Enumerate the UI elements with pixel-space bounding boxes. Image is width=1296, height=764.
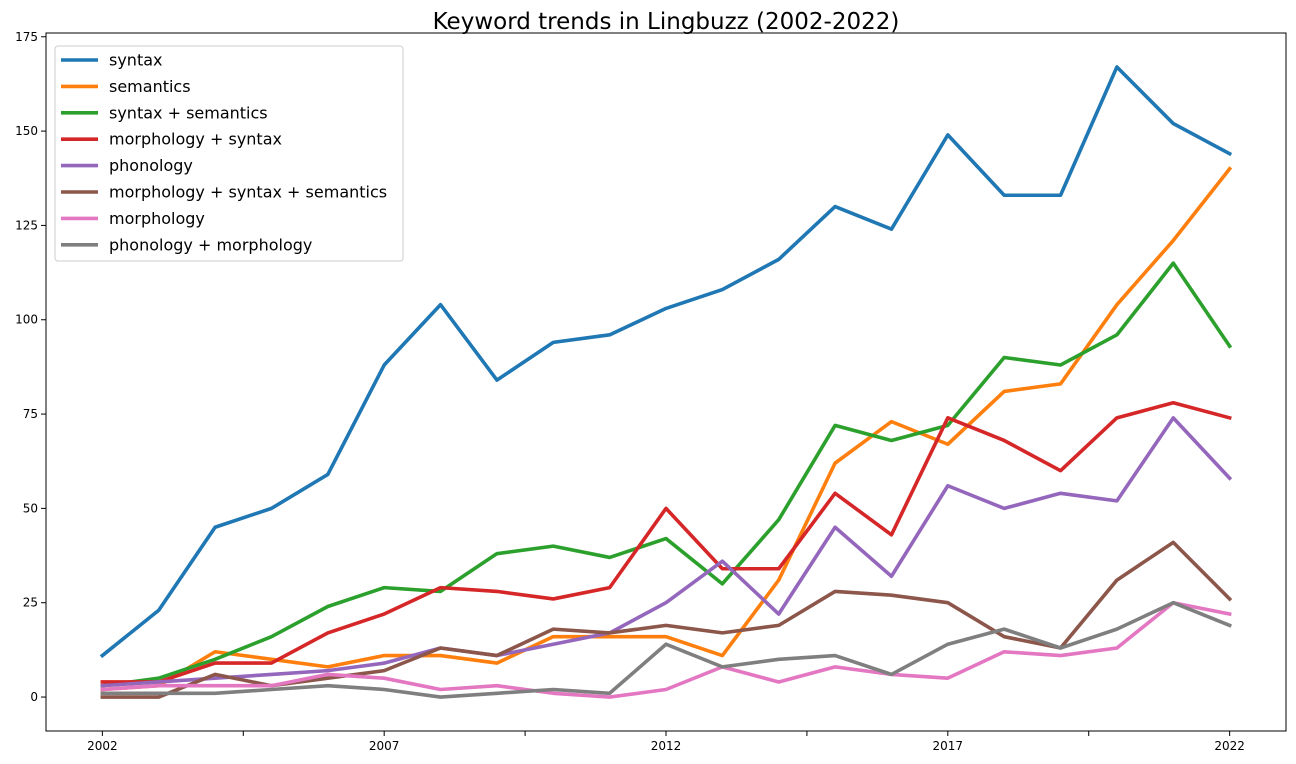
x-tick-label: 2022: [1214, 739, 1245, 753]
y-tick-label: 125: [15, 218, 38, 232]
x-tick-label: 2017: [933, 739, 964, 753]
y-tick-label: 75: [23, 407, 38, 421]
legend-label-morphology-syntax: morphology + syntax: [109, 130, 282, 149]
y-tick-label: 175: [15, 30, 38, 44]
series-layer: [99, 65, 1233, 699]
series-line-morphology: [100, 600, 1232, 699]
axis-layer: 0 25 50 75 100 125 150 175 2002 2007 2012 2017 2022: [15, 30, 1245, 753]
legend-label-syntax: syntax: [109, 51, 163, 70]
x-tick-label: 2007: [369, 739, 400, 753]
y-tick-label: 25: [23, 596, 38, 610]
series-line-semantics: [100, 166, 1233, 692]
series-line-phonology-morphology: [100, 600, 1232, 699]
legend-label-phonology: phonology: [109, 156, 193, 175]
legend-label-syntax-semantics: syntax + semantics: [109, 103, 268, 122]
x-tick-label: 2012: [651, 739, 682, 753]
y-tick-label: 100: [15, 313, 38, 327]
y-tick-label: 150: [15, 124, 38, 138]
series-line-syntax: [99, 65, 1233, 659]
legend-label-morphology-syntax-semantics: morphology + syntax + semantics: [109, 183, 387, 202]
series-line-syntax-semantics: [100, 261, 1233, 688]
series-line-phonology: [100, 416, 1233, 688]
series-line-morphology-syntax: [100, 400, 1232, 684]
legend-label-morphology: morphology: [109, 209, 205, 228]
legend-box: [54, 45, 404, 262]
chart-title: Keyword trends in Lingbuzz (2002-2022): [433, 9, 900, 35]
legend: syntax semantics syntax + semantics morphol…: [54, 45, 404, 262]
legend-label-phonology-morphology: phonology + morphology: [109, 235, 312, 254]
legend-label-semantics: semantics: [109, 77, 191, 96]
y-tick-label: 50: [23, 501, 38, 515]
x-tick-label: 2002: [87, 739, 118, 753]
y-tick-label: 0: [30, 690, 38, 704]
